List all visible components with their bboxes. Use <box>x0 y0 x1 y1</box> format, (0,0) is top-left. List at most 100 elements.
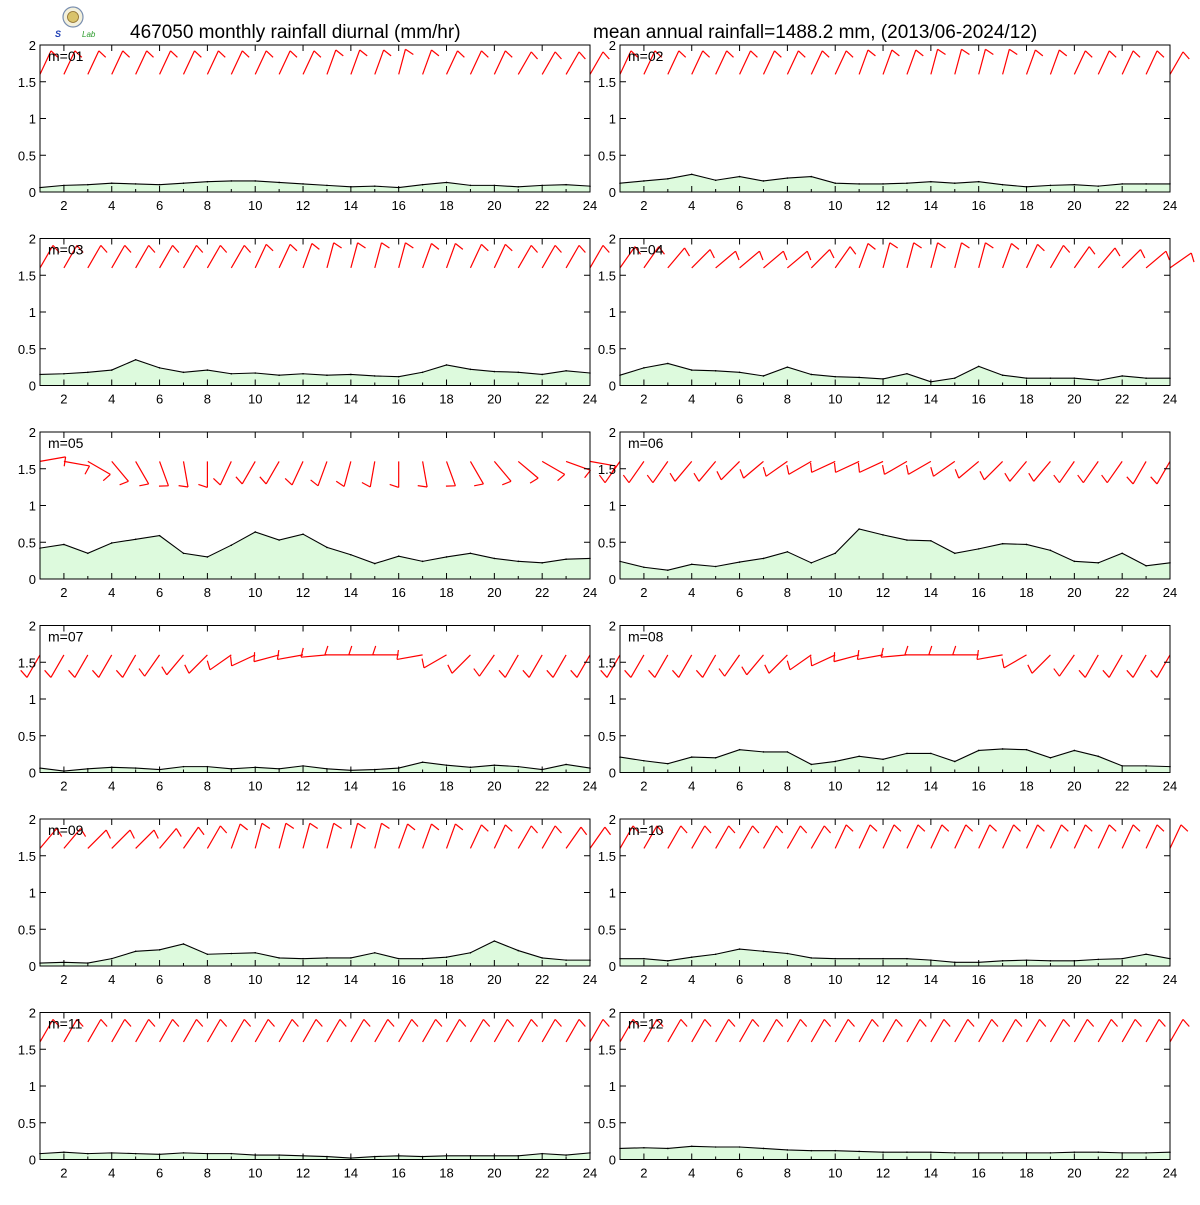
rainfall-point <box>906 373 908 375</box>
wind-barb-flag <box>579 52 585 59</box>
wind-barb-shaft <box>1146 51 1157 75</box>
wind-barb <box>694 461 716 481</box>
wind-barb-flag <box>244 1019 250 1026</box>
x-tick-label: 8 <box>784 585 791 600</box>
y-tick-label: 0.5 <box>598 535 616 550</box>
wind-barb <box>1003 1019 1022 1042</box>
wind-barb-flag <box>432 50 439 56</box>
rainfall-point <box>135 767 137 769</box>
wind-barb-shaft <box>1107 461 1122 482</box>
wind-barb-shaft <box>1050 1019 1063 1042</box>
wind-barb <box>1122 825 1140 849</box>
wind-barb <box>787 461 811 474</box>
wind-barb <box>955 1019 974 1042</box>
wind-barb-shaft <box>399 49 406 74</box>
wind-barb <box>183 827 204 848</box>
wind-barb <box>931 243 946 268</box>
wind-barb-shaft <box>1146 251 1166 268</box>
rainfall-point <box>787 1149 789 1151</box>
wind-barb-flag <box>455 243 462 249</box>
wind-barb <box>213 461 231 485</box>
rainfall-point <box>1121 765 1123 767</box>
wind-barb <box>375 50 391 74</box>
rainfall-point <box>643 1147 645 1149</box>
rainfall-point <box>811 176 813 178</box>
x-tick-label: 22 <box>535 972 549 987</box>
wind-barb-flag <box>373 646 376 655</box>
rainfall-point <box>954 962 956 964</box>
wind-barb <box>907 1019 926 1042</box>
rainfall-point <box>834 182 836 184</box>
wind-barb-flag <box>1159 1019 1165 1026</box>
wind-barb-shaft <box>1098 51 1109 75</box>
wind-barb-flag <box>579 245 585 252</box>
wind-barb-flag <box>531 826 537 833</box>
wind-barb-shaft <box>542 52 555 75</box>
wind-barb-flag <box>763 467 766 476</box>
wind-barb-flag <box>1089 247 1095 255</box>
wind-barb-shaft <box>447 1019 460 1042</box>
rainfall-point <box>350 374 352 376</box>
wind-barb-shaft <box>1074 1019 1087 1042</box>
x-tick-label: 10 <box>248 779 262 794</box>
y-tick-label: 2 <box>29 812 36 827</box>
y-tick-label: 0 <box>609 379 616 394</box>
wind-barb-flag <box>1035 50 1042 56</box>
wind-barb-shaft <box>1146 825 1157 849</box>
wind-barb-shaft <box>655 655 668 678</box>
wind-barb-flag <box>292 1019 298 1026</box>
rainfall-point <box>1026 749 1028 751</box>
wind-barb-shaft <box>351 243 358 268</box>
wind-barb <box>112 245 131 268</box>
wind-barb-shaft <box>160 1019 173 1042</box>
wind-barb <box>279 51 297 75</box>
wind-barb-shaft <box>136 830 154 848</box>
rainfall-point <box>667 178 669 180</box>
wind-barb-flag <box>798 51 805 58</box>
x-tick-label: 6 <box>736 392 743 407</box>
y-tick-label: 1 <box>29 499 36 514</box>
rainfall-point <box>1074 184 1076 186</box>
rainfall-point <box>906 539 908 541</box>
x-tick-label: 8 <box>204 198 211 213</box>
y-tick-label: 0 <box>609 1153 616 1168</box>
y-tick-label: 2 <box>609 38 616 53</box>
x-tick-label: 12 <box>876 779 890 794</box>
wind-barb-shaft <box>399 243 406 268</box>
wind-barb <box>422 655 446 668</box>
wind-barb <box>542 52 561 75</box>
wind-barb-flag <box>530 478 538 483</box>
wind-barb <box>763 826 782 849</box>
wind-barb-shaft <box>518 826 531 849</box>
y-tick-label: 0.5 <box>598 342 616 357</box>
wind-barb <box>447 824 463 848</box>
wind-barb-shaft <box>857 655 883 660</box>
wind-barb <box>327 1019 346 1042</box>
rainfall-point <box>691 174 693 176</box>
wind-barb <box>136 830 159 848</box>
rainfall-point <box>906 958 908 960</box>
wind-barb-flag <box>787 661 790 670</box>
wind-barb <box>518 245 537 268</box>
rainfall-point <box>882 958 884 960</box>
wind-barb <box>494 825 512 849</box>
rainfall-point <box>643 180 645 182</box>
wind-barb-shaft <box>566 1019 579 1042</box>
wind-barb-flag <box>397 650 398 659</box>
wind-barb <box>1103 655 1122 678</box>
rainfall-point <box>374 185 376 187</box>
wind-barb <box>907 50 923 74</box>
wind-barb <box>907 825 925 849</box>
x-tick-label: 16 <box>391 1166 405 1181</box>
x-tick-label: 8 <box>784 392 791 407</box>
wind-barb <box>423 824 439 848</box>
wind-barb-shaft <box>479 655 494 676</box>
wind-barb <box>231 51 249 75</box>
wind-barb-flag <box>918 825 925 832</box>
wind-barb <box>349 646 375 655</box>
wind-barb-flag <box>194 51 201 58</box>
wind-barb <box>373 646 399 655</box>
wind-barb-flag <box>555 826 561 833</box>
